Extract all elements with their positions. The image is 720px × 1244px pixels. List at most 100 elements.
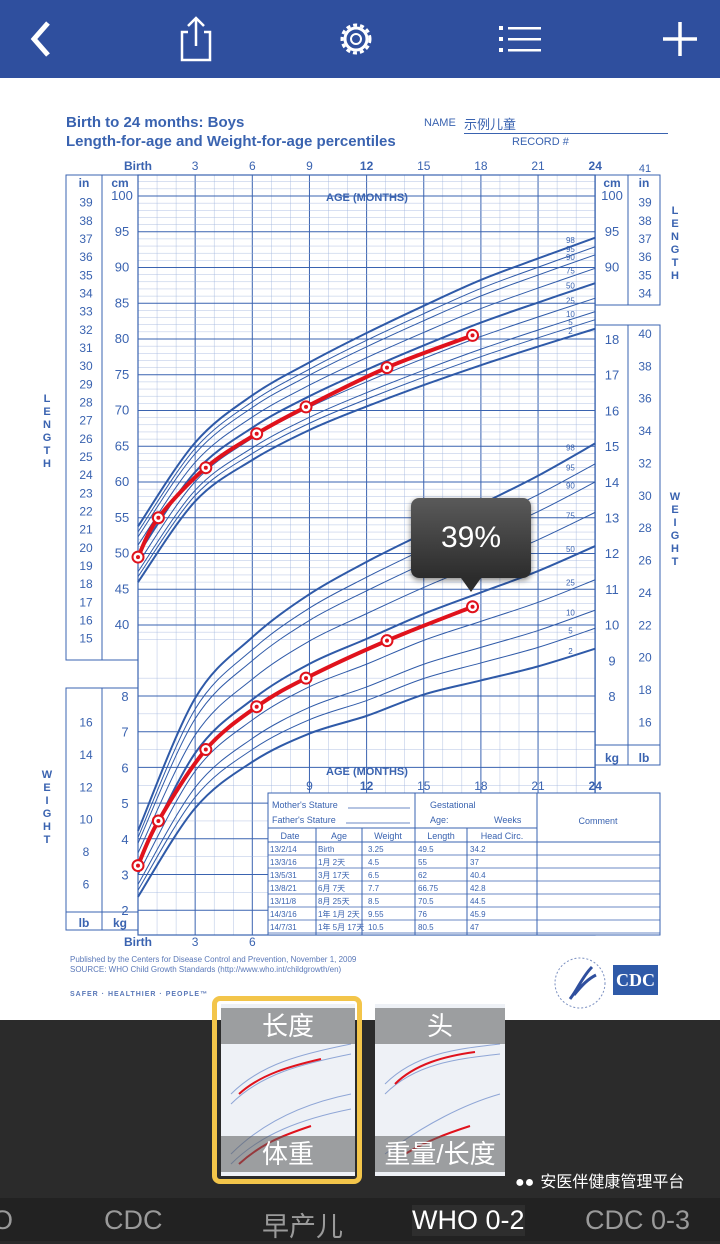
length-percentile-curve-5 bbox=[137, 319, 596, 577]
hhs-logo bbox=[554, 957, 606, 1009]
gear-icon bbox=[340, 23, 372, 55]
kg-tick-right: 10 bbox=[605, 618, 619, 633]
weight-percentile-label: 95 bbox=[566, 464, 575, 473]
tab-who-0-2[interactable]: WHO 0-2 bbox=[412, 1205, 525, 1236]
thumbnail-head-weightlength[interactable]: 头 重量/长度 bbox=[375, 1004, 505, 1176]
table-cell: 3.25 bbox=[368, 845, 384, 854]
table-cell: 14/7/31 bbox=[270, 923, 297, 932]
cm-tick-left: 40 bbox=[115, 617, 129, 632]
table-header: Age bbox=[331, 831, 347, 841]
weight-percentile-label: 25 bbox=[566, 578, 575, 587]
table-cell: 1年 1月 2天 bbox=[318, 909, 360, 919]
child-length-point-dot bbox=[156, 515, 161, 520]
kg-tick-left: 3 bbox=[121, 868, 128, 883]
table-cell: 6月 7天 bbox=[318, 884, 345, 893]
tab-cdc[interactable]: CDC bbox=[104, 1205, 163, 1235]
table-cell: 47 bbox=[470, 923, 479, 932]
thumbnail-top-label: 长度 bbox=[221, 1008, 355, 1044]
weight-axis-letter: I bbox=[673, 517, 676, 529]
table-cell: 45.9 bbox=[470, 910, 486, 919]
bottom-age-tick: 12 bbox=[360, 779, 374, 793]
table-cell: 34.2 bbox=[470, 845, 486, 854]
lb-unit-left: lb bbox=[79, 916, 90, 930]
comment-header: Comment bbox=[578, 816, 618, 826]
child-length-point-dot bbox=[203, 465, 208, 470]
length-percentile-label: 10 bbox=[566, 310, 575, 319]
father-stature-label: Father's Stature bbox=[272, 815, 336, 825]
in-tick-left: 33 bbox=[79, 305, 93, 319]
mother-stature-label: Mother's Stature bbox=[272, 800, 338, 810]
child-weight-point-dot bbox=[254, 704, 259, 709]
in-tick-left: 34 bbox=[79, 287, 93, 301]
weight-percentile-label: 10 bbox=[566, 609, 575, 618]
top-age-tick: Birth bbox=[124, 159, 152, 173]
lb-tick-left: 12 bbox=[79, 780, 93, 794]
source-note: SOURCE: WHO Child Growth Standards (http… bbox=[70, 965, 342, 974]
top-age-tick: 12 bbox=[360, 159, 374, 173]
table-cell: 6.5 bbox=[368, 871, 380, 880]
in-tick-left: 17 bbox=[79, 595, 93, 609]
length-percentile-label: 2 bbox=[568, 327, 573, 336]
top-age-tick: 6 bbox=[249, 159, 256, 173]
kg-tick-right: 16 bbox=[605, 403, 619, 418]
lb-tick-right: 38 bbox=[638, 359, 652, 373]
share-button[interactable] bbox=[171, 14, 221, 64]
thumbnail-length-weight[interactable]: 长度 体重 bbox=[221, 1004, 355, 1176]
lb-tick-right: 22 bbox=[638, 618, 652, 632]
list-button[interactable] bbox=[495, 14, 545, 64]
tab-partial[interactable]: O bbox=[0, 1205, 14, 1235]
tab-premature[interactable]: 早产儿 bbox=[262, 1212, 343, 1242]
cm-tick-left: 90 bbox=[115, 260, 129, 275]
age-axis-label: AGE (MONTHS) bbox=[326, 192, 408, 204]
back-button[interactable] bbox=[16, 14, 66, 64]
thumbnail-top-label: 头 bbox=[375, 1008, 505, 1044]
length-percentile-label: 5 bbox=[568, 318, 573, 327]
in-tick-right: 37 bbox=[638, 232, 652, 246]
table-header: Date bbox=[280, 831, 299, 841]
in-tick-left: 25 bbox=[79, 450, 93, 464]
settings-button[interactable] bbox=[331, 14, 381, 64]
tab-cdc-0-3[interactable]: CDC 0-3 bbox=[585, 1205, 691, 1235]
kg-tick-left: 8 bbox=[121, 689, 128, 704]
length-axis-letter: T bbox=[44, 445, 51, 457]
lb-tick-left: 6 bbox=[83, 877, 90, 891]
in-tick-left: 18 bbox=[79, 577, 93, 591]
cm-tick-right: 95 bbox=[605, 224, 619, 239]
length-axis-letter: G bbox=[43, 432, 52, 444]
top-age-tick: 9 bbox=[306, 159, 313, 173]
length-percentile-curve-25 bbox=[137, 297, 596, 564]
in-tick-left: 16 bbox=[79, 613, 93, 627]
weight-axis-letter: H bbox=[671, 543, 679, 555]
top-age-tick: 15 bbox=[417, 159, 431, 173]
weight-percentile-label: 90 bbox=[566, 482, 575, 491]
in-unit-right: in bbox=[639, 176, 650, 190]
weight-axis-letter: W bbox=[42, 769, 53, 781]
child-length-point-dot bbox=[304, 404, 309, 409]
in-tick-left: 28 bbox=[79, 395, 93, 409]
table-cell: 70.5 bbox=[418, 897, 434, 906]
table-header: Weight bbox=[374, 831, 402, 841]
lb-tick-left: 10 bbox=[79, 813, 93, 827]
length-axis-letter: T bbox=[672, 257, 679, 269]
bottom-age-tick: 9 bbox=[306, 779, 313, 793]
cm-tick-left: 60 bbox=[115, 474, 129, 489]
kg-tick-right: 8 bbox=[608, 689, 615, 704]
add-button[interactable] bbox=[655, 14, 705, 64]
weight-axis-letter: E bbox=[671, 504, 678, 516]
length-axis-letter: N bbox=[671, 231, 679, 243]
child-length-point-dot bbox=[136, 555, 140, 560]
in-tick-left: 31 bbox=[79, 341, 93, 355]
chart-type-tabbar bbox=[0, 1198, 720, 1241]
weight-axis-letter: W bbox=[670, 491, 681, 503]
child-weight-point-dot bbox=[470, 604, 475, 609]
table-cell: 13/5/31 bbox=[270, 871, 297, 880]
in-tick-left: 19 bbox=[79, 559, 93, 573]
weight-percentile-curve-50 bbox=[137, 545, 596, 865]
cm-tick-left: 95 bbox=[115, 224, 129, 239]
bottom-age-tick: Birth bbox=[124, 935, 152, 949]
in-tick-left: 27 bbox=[79, 414, 93, 428]
gestational-age-label: Age: bbox=[430, 815, 449, 825]
in-tick-left: 38 bbox=[79, 214, 93, 228]
table-cell: 13/2/14 bbox=[270, 845, 297, 854]
